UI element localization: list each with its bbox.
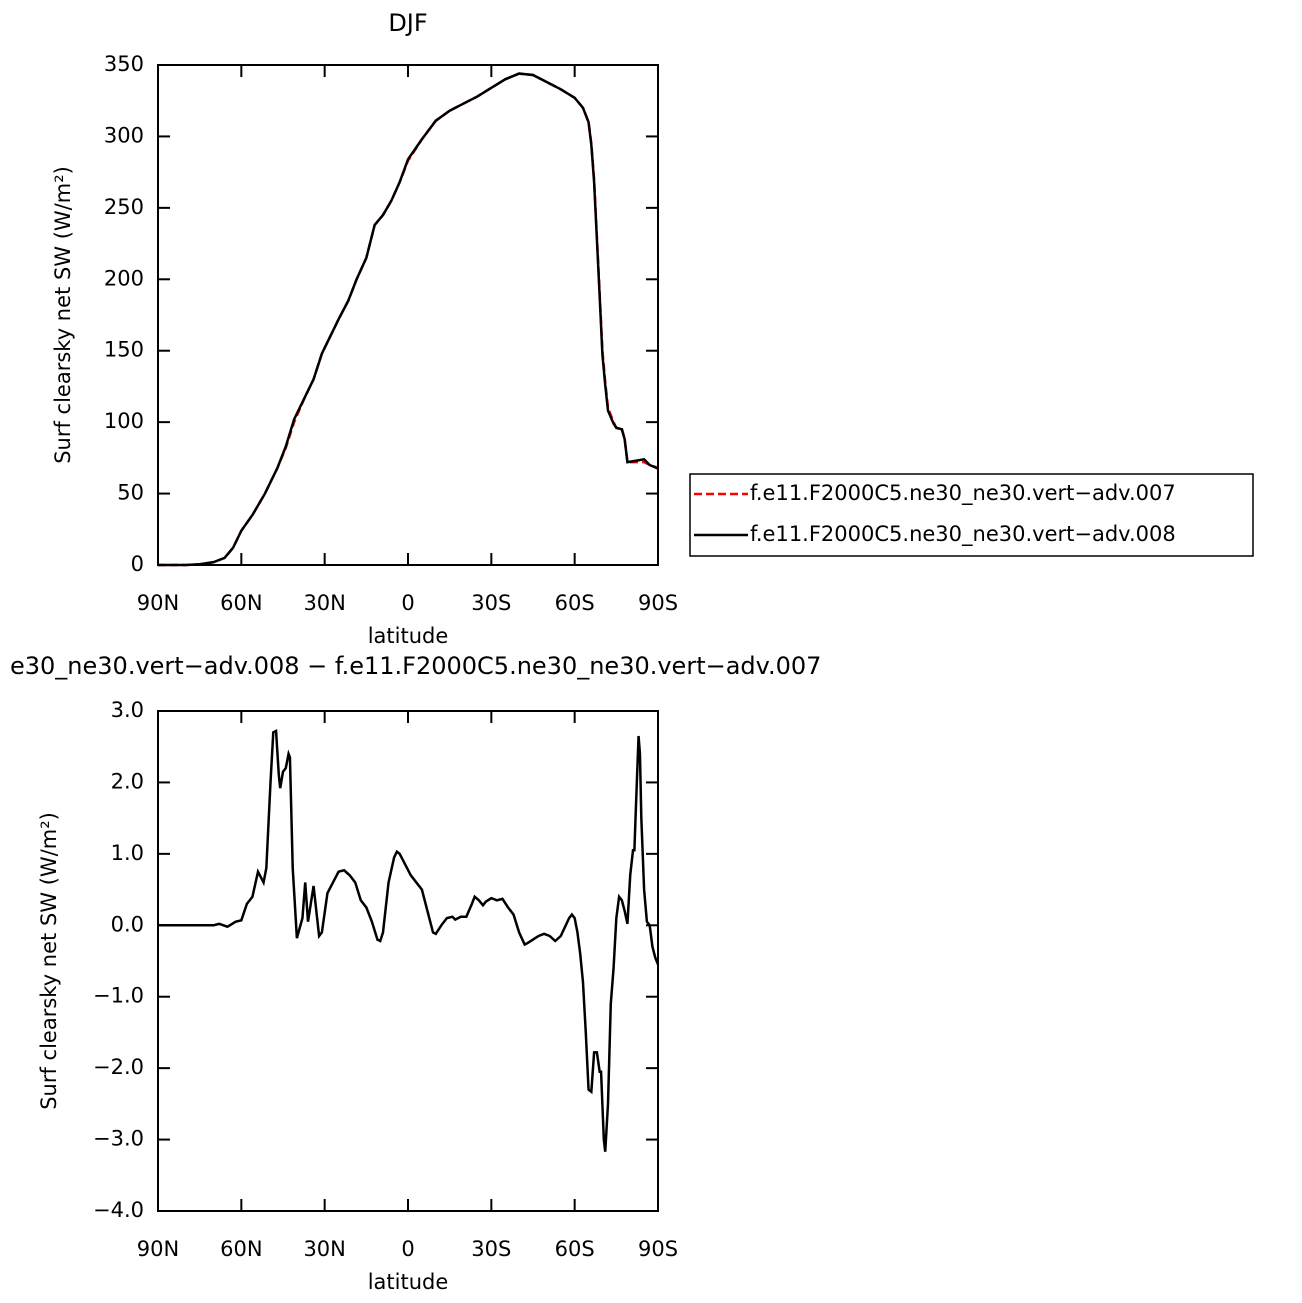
x-axis-label: latitude	[368, 1270, 449, 1294]
y-tick-label: −4.0	[93, 1198, 144, 1222]
x-tick-label: 60S	[555, 591, 595, 615]
x-tick-label: 30N	[303, 591, 345, 615]
y-tick-label: 150	[104, 338, 144, 362]
y-axis-label: Surf clearsky net SW (W/m²)	[51, 166, 75, 464]
x-tick-label: 60N	[220, 1237, 262, 1261]
y-tick-label: −2.0	[93, 1055, 144, 1079]
y-tick-label: 2.0	[111, 769, 144, 793]
x-tick-label: 90S	[638, 591, 678, 615]
x-tick-label: 0	[401, 591, 414, 615]
legend-label: f.e11.F2000C5.ne30_ne30.vert−adv.008	[750, 522, 1176, 547]
y-tick-label: 0.0	[111, 912, 144, 936]
y-tick-label: 300	[104, 123, 144, 147]
chart-title: DJF	[388, 9, 427, 37]
y-tick-label: 350	[104, 52, 144, 76]
x-tick-label: 90S	[638, 1237, 678, 1261]
x-tick-label: 30S	[471, 1237, 511, 1261]
y-tick-label: −3.0	[93, 1127, 144, 1151]
x-tick-label: 90N	[137, 591, 179, 615]
x-tick-label: 30N	[303, 1237, 345, 1261]
plot-frame	[157, 710, 659, 1212]
plot-frame	[157, 64, 659, 566]
legend-box	[689, 473, 1254, 557]
y-tick-label: 250	[104, 195, 144, 219]
y-tick-label: 0	[131, 552, 144, 576]
chart-title: e30_ne30.vert−adv.008 − f.e11.F2000C5.ne…	[10, 652, 821, 680]
y-tick-label: 1.0	[111, 841, 144, 865]
x-tick-label: 60S	[555, 1237, 595, 1261]
y-axis-label: Surf clearsky net SW (W/m²)	[37, 812, 61, 1110]
data-line	[158, 72, 659, 567]
y-tick-label: 200	[104, 266, 144, 290]
y-tick-label: 50	[117, 481, 144, 505]
x-tick-label: 30S	[471, 591, 511, 615]
x-tick-label: 90N	[137, 1237, 179, 1261]
data-line	[158, 729, 660, 1152]
x-tick-label: 0	[401, 1237, 414, 1261]
y-tick-label: 100	[104, 409, 144, 433]
x-tick-label: 60N	[220, 591, 262, 615]
legend-label: f.e11.F2000C5.ne30_ne30.vert−adv.007	[750, 481, 1176, 506]
y-tick-label: −1.0	[93, 984, 144, 1008]
x-axis-label: latitude	[368, 624, 449, 648]
y-tick-label: 3.0	[111, 698, 144, 722]
